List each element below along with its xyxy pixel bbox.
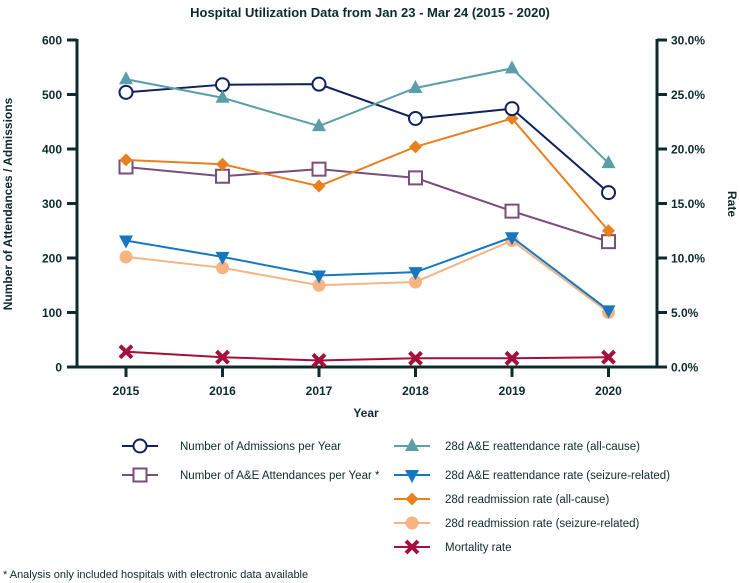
circle-marker	[312, 278, 326, 292]
y-tick-label: 300	[42, 197, 62, 211]
circle-marker	[405, 516, 419, 530]
square-open-marker	[215, 168, 230, 184]
circle-open-marker	[118, 84, 134, 100]
x-axis-label: Year	[353, 406, 379, 420]
circle-open-marker	[504, 101, 520, 117]
triangle-up-marker	[405, 438, 419, 451]
y-tick-label: 100	[42, 306, 62, 320]
y-tick-label: 0	[55, 361, 62, 375]
x-tick-label: 2020	[595, 384, 622, 398]
legend-label: Number of A&E Attendances per Year *	[180, 470, 380, 482]
triangle-up-marker	[601, 155, 616, 169]
series-line	[125, 239, 610, 314]
legend: Number of Admissions per Year Number of A…	[122, 438, 670, 555]
legend-label: 28d readmission rate (all-cause)	[445, 494, 609, 506]
x-marker	[601, 349, 616, 365]
diamond-marker	[119, 153, 133, 167]
legend-item: Number of A&E Attendances per Year *	[122, 467, 380, 483]
y2-tick-label: 0.0%	[671, 361, 699, 375]
triangle-up-marker	[215, 89, 230, 103]
diamond-marker	[602, 224, 615, 238]
circle-marker	[119, 250, 133, 264]
legend-item: 28d readmission rate (all-cause)	[394, 492, 609, 506]
chart-title: Hospital Utilization Data from Jan 23 - …	[190, 5, 550, 20]
legend-label: Mortality rate	[445, 542, 511, 554]
legend-label: 28d A&E reattendance rate (seizure-relat…	[445, 470, 670, 482]
y2-tick-label: 20.0%	[671, 143, 705, 157]
triangle-down-marker	[119, 235, 133, 249]
series-line	[125, 83, 610, 194]
legend-item: 28d A&E reattendance rate (seizure-relat…	[394, 470, 670, 483]
y2-tick-label: 30.0%	[671, 34, 705, 48]
square-open-marker	[504, 203, 520, 219]
triangle-up-marker	[505, 60, 519, 74]
y-tick-label: 200	[42, 252, 62, 266]
series-28d-a-e-reattendance-rate-seizure-related	[119, 232, 616, 319]
circle-open-marker	[408, 110, 423, 126]
legend-item: 28d readmission rate (seizure-related)	[394, 516, 639, 530]
series-28d-readmission-rate-seizure-related	[119, 234, 615, 319]
x-tick-label: 2015	[113, 384, 140, 398]
triangle-down-marker	[215, 251, 230, 265]
series-line	[125, 165, 609, 243]
x-tick-label: 2018	[402, 384, 429, 398]
square-open-marker	[311, 161, 327, 177]
triangle-up-marker	[119, 71, 133, 85]
y2-tick-label: 10.0%	[671, 252, 705, 266]
triangle-down-marker	[505, 232, 519, 246]
circle-open-marker	[215, 77, 230, 93]
footnote: * Analysis only included hospitals with …	[3, 569, 308, 581]
series-28d-readmission-rate-all-cause	[119, 111, 615, 238]
circle-open-marker	[311, 76, 327, 92]
legend-label: 28d readmission rate (seizure-related)	[445, 518, 639, 530]
series-line	[125, 67, 610, 164]
diamond-marker	[405, 492, 419, 506]
x-marker	[118, 344, 134, 360]
triangle-down-marker	[405, 470, 419, 483]
series-mortality-rate	[118, 344, 616, 368]
triangle-down-marker	[408, 267, 423, 281]
circle-marker	[216, 261, 229, 275]
diamond-marker	[312, 179, 326, 193]
legend-label: 28d A&E reattendance rate (all-cause)	[445, 441, 640, 453]
x-tick-label: 2016	[209, 384, 236, 398]
triangle-down-marker	[601, 305, 616, 319]
y2-axis-label: Rate	[725, 191, 739, 217]
x-marker	[215, 349, 230, 365]
x-marker	[504, 350, 520, 366]
circle-marker	[409, 275, 422, 289]
y-tick-label: 400	[42, 143, 62, 157]
series-line	[125, 350, 609, 362]
circle-open-marker	[601, 185, 616, 201]
y-tick-label: 600	[42, 34, 62, 48]
diamond-marker	[216, 157, 229, 171]
series-28d-a-e-reattendance-rate-all-cause	[119, 60, 616, 169]
legend-item: 28d A&E reattendance rate (all-cause)	[394, 438, 640, 453]
series-line	[125, 236, 610, 312]
series-number-of-a-e-attendances-per-year	[118, 159, 616, 250]
triangle-down-marker	[312, 270, 326, 284]
square-open-marker	[132, 467, 148, 483]
series-line	[125, 117, 610, 232]
y-axis-label: Number of Attendances / Admissions	[1, 97, 15, 310]
legend-item: Mortality rate	[394, 539, 511, 555]
legend-label: Number of Admissions per Year	[180, 441, 341, 453]
y2-tick-label: 25.0%	[671, 88, 705, 102]
y2-tick-label: 15.0%	[671, 197, 705, 211]
legend-item: Number of Admissions per Year	[122, 438, 341, 454]
circle-open-marker	[132, 438, 148, 454]
y-tick-label: 500	[42, 88, 62, 102]
x-marker	[404, 539, 420, 555]
x-marker	[408, 350, 423, 366]
x-tick-label: 2017	[306, 384, 333, 398]
x-tick-label: 2019	[499, 384, 526, 398]
y2-tick-label: 5.0%	[671, 306, 699, 320]
triangle-up-marker	[408, 79, 423, 93]
diamond-marker	[409, 140, 422, 154]
x-marker	[311, 353, 327, 368]
series-number-of-admissions-per-year	[118, 76, 616, 201]
triangle-up-marker	[312, 118, 326, 132]
square-open-marker	[408, 170, 423, 186]
